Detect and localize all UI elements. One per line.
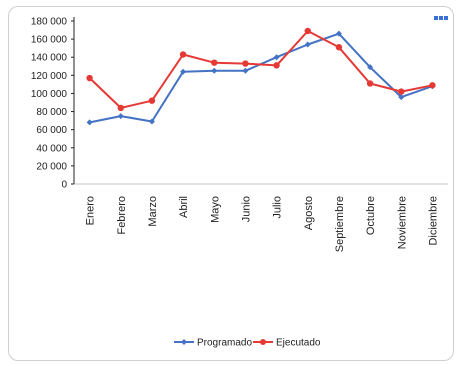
data-point-programado	[180, 68, 187, 75]
data-point-ejecutado	[366, 80, 374, 87]
y-tick-label: 0	[61, 180, 67, 191]
data-point-programado	[335, 30, 342, 37]
x-axis-ticks: Enero Febrero Marzo Abril Mayo Junio Julio Agos…	[85, 196, 440, 252]
y-tick-label: 120 000	[31, 71, 68, 82]
y-tick-label: 80 000	[36, 107, 67, 118]
data-point-ejecutado	[211, 59, 218, 66]
data-point-programado	[148, 118, 155, 125]
y-axis-ticks: 0 20 000 40 000 60 000 80 000 100 000 120 000 1…	[31, 17, 74, 191]
y-tick-label: 160 000	[31, 35, 68, 46]
y-tick-label: 180 000	[31, 17, 68, 28]
y-tick-label: 140 000	[31, 53, 68, 64]
y-tick-label: 60 000	[36, 125, 67, 136]
y-tick-label: 100 000	[31, 89, 68, 100]
data-point-ejecutado	[398, 88, 405, 95]
x-tick-label: Agosto	[303, 196, 315, 230]
series-line-ejecutado	[88, 30, 433, 109]
x-tick-label: Abril	[178, 196, 190, 218]
chart-frame	[8, 6, 454, 361]
data-point-ejecutado	[86, 74, 93, 82]
x-tick-label: Marzo	[147, 196, 159, 227]
data-point-programado	[211, 67, 218, 74]
x-tick-label: Mayo	[209, 196, 221, 223]
data-point-ejecutado	[117, 104, 124, 112]
data-point-ejecutado	[179, 51, 187, 58]
x-tick-label: Julio	[272, 196, 284, 219]
x-tick-label: Enero	[85, 196, 97, 225]
chart-axes	[73, 17, 448, 185]
y-tick-label: 20 000	[36, 161, 67, 172]
series-line-programado	[89, 32, 433, 124]
corner-decoration	[434, 7, 452, 20]
legend-label-ejecutado: Ejecutado	[276, 338, 321, 349]
data-point-ejecutado	[429, 82, 436, 89]
data-point-ejecutado	[148, 97, 156, 104]
x-tick-label: Septiembre	[334, 196, 346, 252]
x-tick-label: Octubre	[365, 196, 377, 235]
x-tick-label: Diciembre	[427, 196, 439, 246]
data-point-ejecutado	[335, 44, 343, 51]
x-tick-label: Febrero	[116, 196, 128, 235]
legend-marker-ejecutado	[260, 339, 266, 345]
legend-marker-programado	[181, 339, 187, 345]
data-point-programado	[304, 41, 311, 48]
data-point-programado	[367, 64, 374, 71]
data-point-programado	[86, 119, 93, 126]
y-tick-label: 40 000	[36, 143, 67, 154]
x-tick-label: Junio	[240, 196, 252, 222]
data-point-programado	[117, 113, 124, 120]
data-point-programado	[398, 94, 405, 101]
x-tick-label: Noviembre	[396, 196, 408, 249]
data-point-ejecutado	[242, 60, 249, 67]
data-point-programado	[242, 67, 249, 74]
legend-label-programado: Programado	[197, 338, 252, 349]
chart-legend: Programado Ejecutado	[174, 338, 321, 349]
data-point-ejecutado	[273, 62, 280, 69]
series-lines	[86, 27, 436, 126]
data-point-programado	[273, 54, 280, 61]
data-point-ejecutado	[304, 27, 311, 35]
